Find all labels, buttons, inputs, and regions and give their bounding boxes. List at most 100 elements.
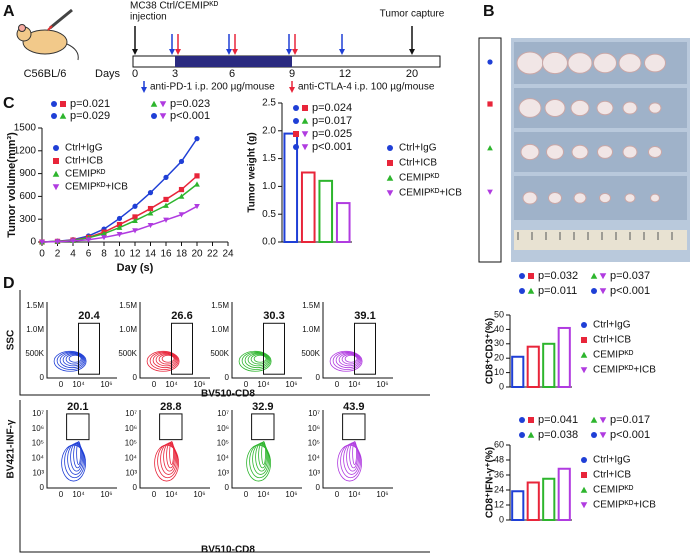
p-value: p<0.001 [170, 110, 210, 122]
legend-symbol [387, 160, 393, 166]
pvalue-symbol [519, 432, 525, 438]
y-axis-title: CD8⁺CD3⁺(%) [485, 318, 496, 384]
y-tick-label: 10 [494, 367, 504, 377]
p-value: p<0.001 [312, 141, 352, 153]
contour [261, 441, 267, 465]
x-tick-label: 10 [114, 249, 126, 260]
data-point [163, 196, 169, 203]
contour [332, 351, 362, 370]
x-tick-label: 24 [222, 249, 234, 260]
y-tick-label: 1.0 [262, 181, 276, 192]
flow-y-tick: 0 [133, 483, 138, 492]
flow-axis [231, 302, 302, 379]
data-point [70, 238, 76, 244]
flow-y-tick: 10⁷ [32, 409, 44, 418]
data-point [39, 239, 45, 245]
flow-x-tick: 10⁶ [193, 380, 205, 389]
flow-y-label: BV421-INF-γ [6, 419, 17, 478]
data-point [132, 214, 138, 220]
flow-axis [139, 302, 210, 379]
contour [59, 352, 85, 369]
gate [263, 322, 285, 375]
legend-symbol [580, 486, 588, 493]
contour [62, 353, 84, 367]
data-point [147, 205, 154, 212]
pvalue-symbol [599, 432, 607, 439]
flow-y-tick: 1.0M [119, 325, 137, 334]
flow-x-tick: 10⁶ [100, 490, 112, 499]
x-tick-label: 8 [101, 249, 107, 260]
tumor [597, 145, 613, 159]
p-value: p=0.032 [538, 270, 578, 282]
bar [300, 171, 316, 243]
x-tick-label: 14 [145, 249, 157, 260]
flow-y-tick: 10⁴ [308, 454, 321, 463]
pvalue-symbol [519, 273, 525, 279]
y-tick-label: 300 [19, 214, 36, 225]
flow-axis [322, 410, 393, 489]
group-symbol [487, 189, 493, 195]
pvalue-symbol [527, 287, 535, 294]
data-point [178, 158, 185, 165]
contour [158, 354, 176, 365]
pvalue-symbol [51, 101, 57, 107]
p-value: p=0.017 [610, 414, 650, 426]
data-point [147, 190, 154, 196]
y-tick-label: 48 [494, 454, 504, 464]
y-tick-label: 50 [494, 309, 504, 319]
flow-axis [46, 302, 117, 379]
x-tick-label: 20 [191, 249, 203, 260]
flow-x-tick: 0 [59, 380, 64, 389]
y-tick-label: 36 [494, 469, 504, 479]
x-tick-label: 22 [207, 249, 219, 260]
legend-symbol [386, 174, 394, 181]
tumor [648, 102, 662, 114]
day-label: 0 [132, 68, 138, 80]
y-tick-label: 0 [499, 381, 504, 391]
ctla4-arrow-head [232, 49, 238, 55]
x-tick-label: 18 [176, 249, 188, 260]
legend-label: CEMIPᴷᴰ+ICB [399, 188, 462, 199]
mouse-icon [16, 8, 79, 61]
bar [542, 342, 556, 388]
legend-symbol [581, 337, 587, 343]
legend-symbol [53, 145, 59, 151]
pvalue-symbol [51, 113, 57, 119]
flow-y-tick: 0 [40, 373, 45, 382]
gate [159, 413, 183, 441]
tumor [518, 98, 542, 118]
gate-value: 43.9 [343, 401, 364, 413]
gate-value: 32.9 [252, 401, 273, 413]
flow-x-tick: 10⁶ [376, 490, 388, 499]
day-label: 9 [289, 68, 295, 80]
panel-label: C [3, 95, 15, 112]
tumor [618, 53, 642, 73]
flow-y-tick: 1.0M [302, 325, 320, 334]
flow-y-tick: 10⁵ [32, 439, 44, 448]
bar [511, 490, 525, 521]
pvalue-symbol [301, 131, 309, 138]
data-point [178, 212, 185, 218]
x-axis-title: Day (s) [117, 262, 154, 274]
data-point [178, 186, 185, 193]
flow-y-tick: 1.0M [211, 325, 229, 334]
y-tick-label: 2.5 [262, 98, 276, 109]
pvalue-symbol [599, 273, 607, 280]
flow-axis [322, 302, 393, 379]
pvalue-symbol [60, 101, 66, 107]
flow-x-tick: 10⁴ [348, 380, 361, 389]
gate [342, 413, 366, 441]
tumors [516, 51, 666, 205]
capture-arrow-head [409, 49, 415, 55]
flow-y-tick: 10⁴ [32, 454, 45, 463]
flow-y-tick: 10⁴ [217, 454, 230, 463]
flow-y-tick: 10⁴ [125, 454, 138, 463]
tumor [542, 51, 568, 75]
legend-symbol [387, 145, 393, 151]
flow-x-tick: 10⁴ [165, 490, 178, 499]
contour [244, 352, 270, 369]
gate-value: 28.8 [160, 401, 181, 413]
bar [335, 202, 351, 243]
pvalue-symbol [590, 272, 598, 279]
legend-symbol [580, 502, 588, 509]
